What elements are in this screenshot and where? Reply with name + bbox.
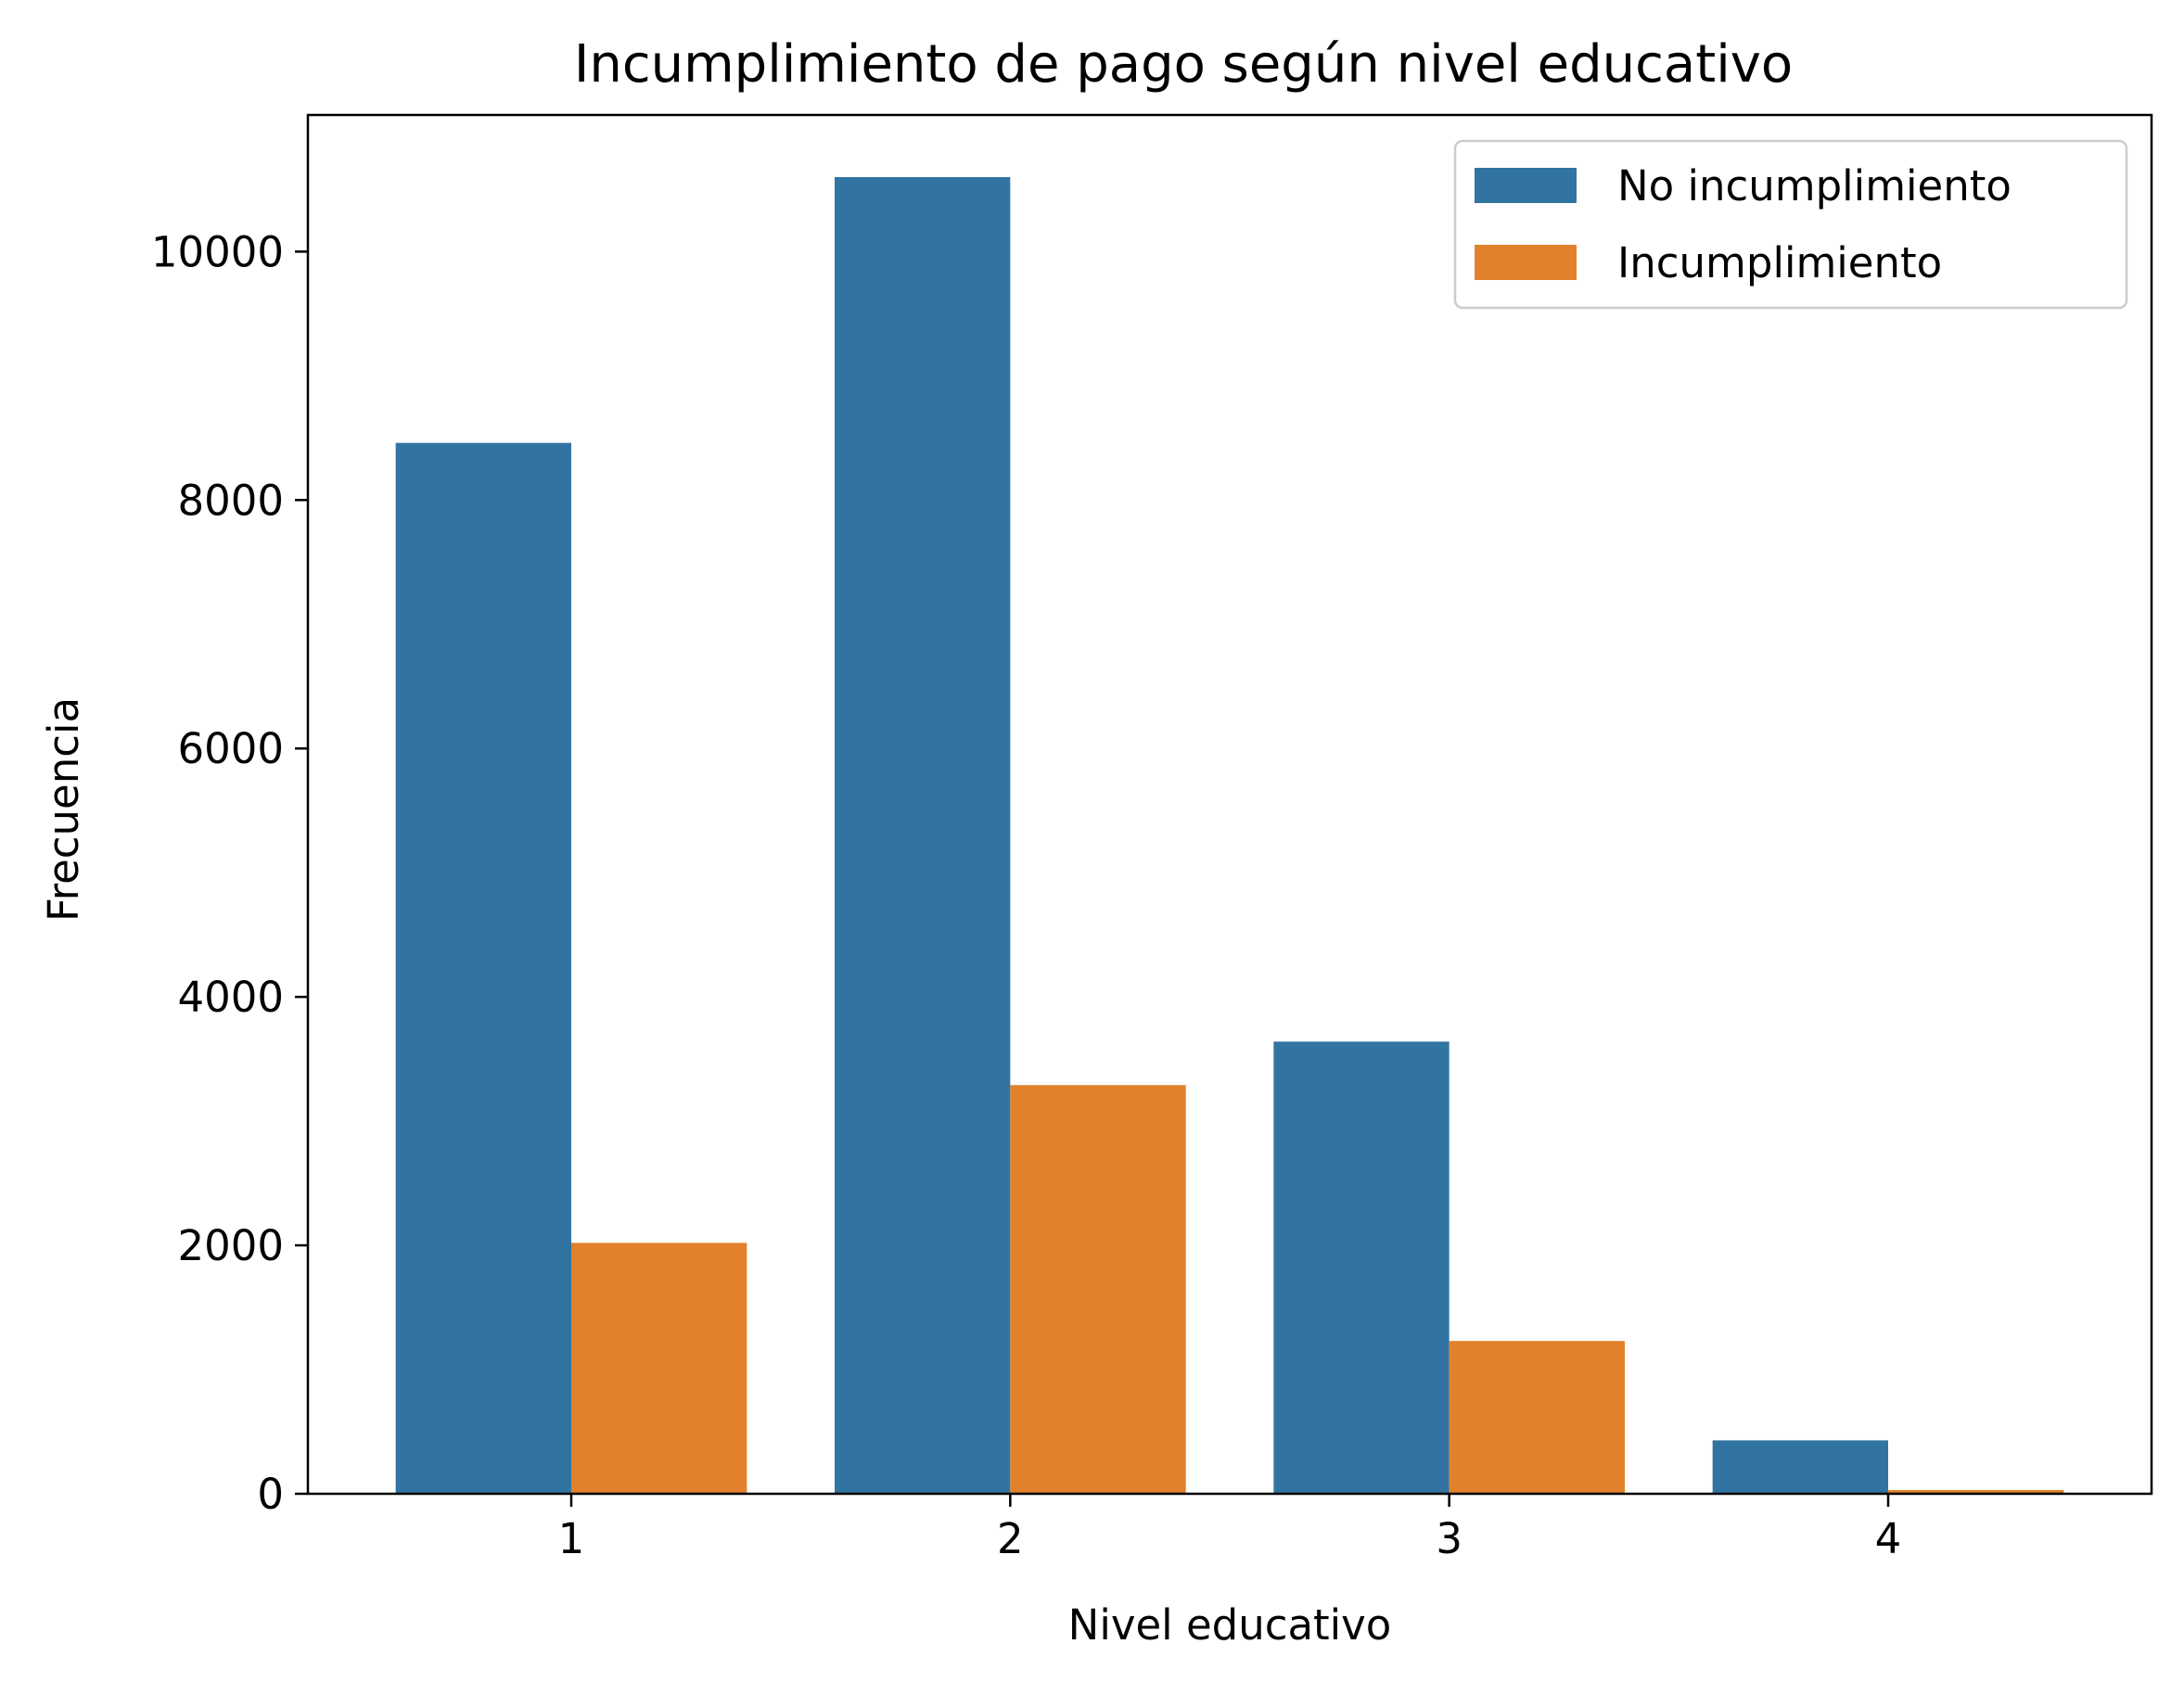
y-tick-label-10000: 10000 <box>151 227 284 276</box>
bar-no-incumplimiento-4 <box>1712 1440 1888 1494</box>
bar-no-incumplimiento-3 <box>1273 1041 1450 1494</box>
y-tick-label-0: 0 <box>257 1470 284 1519</box>
x-tick-label-4: 4 <box>1875 1514 1902 1563</box>
bars-group <box>395 176 2064 1495</box>
legend: No incumplimiento Incumplimiento <box>1453 139 2128 310</box>
plot-frame <box>306 113 2153 1496</box>
bar-incumplimiento-1 <box>571 1242 747 1494</box>
y-tick-label-2000: 2000 <box>177 1221 284 1270</box>
x-tick-label-1: 1 <box>558 1514 585 1563</box>
bar-incumplimiento-2 <box>1010 1085 1186 1494</box>
legend-swatch-incumplimiento <box>1475 245 1577 280</box>
bar-incumplimiento-3 <box>1449 1341 1625 1494</box>
legend-box <box>1453 139 2128 310</box>
legend-swatch-no-incumplimiento <box>1475 168 1577 203</box>
y-axis: 0 2000 4000 6000 8000 10000 <box>151 227 308 1519</box>
chart-title: Incumplimiento de pago según nivel educa… <box>574 34 1793 95</box>
x-tick-label-2: 2 <box>997 1514 1024 1563</box>
y-axis-label: Frecuencia <box>39 697 88 922</box>
y-tick-label-8000: 8000 <box>177 476 284 525</box>
legend-label-incumplimiento: Incumplimiento <box>1617 238 1942 287</box>
y-tick-label-4000: 4000 <box>177 973 284 1022</box>
bar-incumplimiento-4 <box>1888 1489 2064 1494</box>
bar-no-incumplimiento-1 <box>395 442 571 1495</box>
x-tick-label-3: 3 <box>1436 1514 1462 1563</box>
x-axis: 1 2 3 4 <box>558 1494 1902 1563</box>
x-axis-label: Nivel educativo <box>1068 1600 1392 1650</box>
legend-label-no-incumplimiento: No incumplimiento <box>1617 161 2012 210</box>
bar-no-incumplimiento-2 <box>835 176 1011 1495</box>
y-tick-label-6000: 6000 <box>177 724 284 773</box>
